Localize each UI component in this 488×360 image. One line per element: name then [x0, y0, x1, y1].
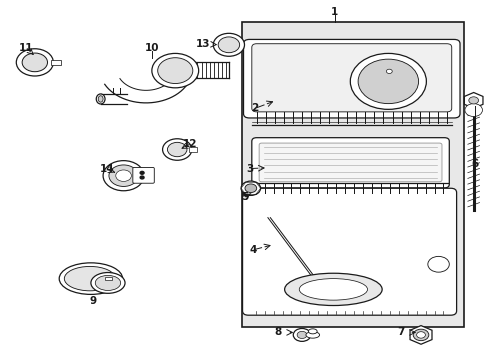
- Text: 4: 4: [248, 245, 256, 255]
- Circle shape: [293, 328, 310, 341]
- Circle shape: [297, 331, 306, 338]
- Circle shape: [244, 184, 256, 193]
- Ellipse shape: [64, 266, 115, 291]
- Ellipse shape: [308, 329, 317, 334]
- Circle shape: [109, 165, 138, 186]
- Circle shape: [140, 176, 144, 179]
- Text: 1: 1: [330, 7, 338, 17]
- Circle shape: [241, 181, 260, 195]
- Text: 11: 11: [19, 43, 34, 53]
- Text: 14: 14: [100, 164, 114, 174]
- Circle shape: [162, 139, 191, 160]
- Circle shape: [386, 69, 391, 73]
- Circle shape: [116, 170, 131, 181]
- FancyBboxPatch shape: [251, 138, 448, 188]
- Bar: [242, 22, 463, 327]
- Circle shape: [140, 171, 144, 174]
- FancyBboxPatch shape: [243, 40, 459, 118]
- Text: 2: 2: [251, 103, 258, 113]
- FancyBboxPatch shape: [251, 44, 451, 112]
- Text: 7: 7: [396, 327, 404, 337]
- Circle shape: [427, 256, 448, 272]
- Circle shape: [152, 53, 198, 88]
- Circle shape: [464, 104, 482, 117]
- Text: 12: 12: [182, 139, 197, 149]
- Ellipse shape: [299, 279, 367, 300]
- Text: 13: 13: [195, 39, 210, 49]
- Circle shape: [218, 37, 239, 53]
- Circle shape: [416, 332, 425, 338]
- Bar: [104, 277, 112, 280]
- Text: 8: 8: [273, 327, 281, 337]
- Text: 5: 5: [241, 192, 247, 202]
- Ellipse shape: [59, 263, 122, 294]
- Circle shape: [213, 33, 244, 56]
- Text: 6: 6: [470, 159, 477, 169]
- Polygon shape: [409, 325, 431, 344]
- Circle shape: [158, 58, 192, 84]
- Polygon shape: [464, 93, 482, 108]
- FancyBboxPatch shape: [242, 188, 456, 315]
- Circle shape: [16, 49, 53, 76]
- FancyBboxPatch shape: [133, 167, 154, 183]
- Ellipse shape: [95, 275, 121, 291]
- Circle shape: [349, 53, 426, 109]
- Bar: [189, 147, 196, 152]
- Circle shape: [412, 329, 428, 341]
- Circle shape: [167, 142, 186, 157]
- Text: 10: 10: [144, 43, 159, 53]
- Ellipse shape: [305, 332, 319, 338]
- Ellipse shape: [284, 273, 381, 306]
- Circle shape: [468, 97, 478, 104]
- Text: 3: 3: [246, 163, 253, 174]
- Ellipse shape: [98, 96, 103, 102]
- Circle shape: [22, 53, 47, 72]
- Text: 9: 9: [90, 296, 97, 306]
- Circle shape: [357, 59, 418, 104]
- Ellipse shape: [96, 94, 105, 104]
- Bar: [51, 59, 61, 65]
- Ellipse shape: [91, 273, 125, 293]
- Circle shape: [103, 161, 144, 191]
- FancyBboxPatch shape: [259, 143, 441, 182]
